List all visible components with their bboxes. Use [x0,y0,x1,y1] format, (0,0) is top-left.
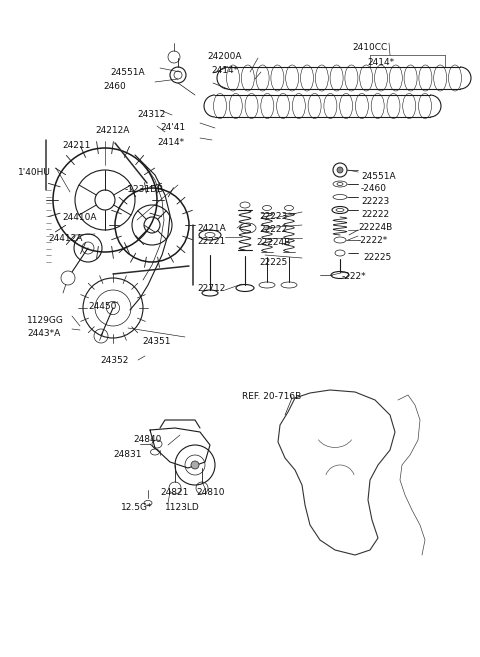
Text: 24200A: 24200A [207,52,241,61]
Text: 24352: 24352 [100,356,128,365]
Text: 22712: 22712 [197,284,226,293]
Circle shape [191,461,199,469]
Text: 22225: 22225 [363,253,391,262]
Text: 24351: 24351 [142,337,170,346]
Text: 22223: 22223 [259,212,287,221]
Text: 22222: 22222 [361,210,389,219]
Text: 22225: 22225 [259,258,287,267]
Text: 24412A: 24412A [48,234,83,243]
Text: 1123LD: 1123LD [165,503,200,512]
Text: 24831: 24831 [113,450,142,459]
Text: 24'41: 24'41 [160,123,185,132]
Text: 22224B: 22224B [358,223,392,232]
Text: 22221: 22221 [197,237,225,246]
Text: 2414*: 2414* [211,66,238,75]
Circle shape [61,271,75,285]
Text: 24551A: 24551A [361,172,396,181]
Text: 24551A: 24551A [110,68,144,77]
Text: 2460: 2460 [103,82,126,91]
Text: 1'40HU: 1'40HU [18,168,51,177]
Text: 24410A: 24410A [62,213,96,222]
Text: -222*: -222* [342,272,367,281]
Text: 24450: 24450 [88,302,116,311]
Text: 24211: 24211 [62,141,90,150]
Text: 22224B: 22224B [256,238,290,247]
Text: 2421A: 2421A [197,224,226,233]
Text: 2443*A: 2443*A [27,329,60,338]
Text: 2414*: 2414* [367,58,394,67]
Text: -2460: -2460 [361,184,387,193]
Text: -1231DB: -1231DB [125,185,164,194]
Text: -2222*: -2222* [358,236,388,245]
Text: 24212A: 24212A [95,126,130,135]
Text: 1129GG: 1129GG [27,316,64,325]
Text: 24312: 24312 [137,110,166,119]
Text: REF. 20-716B: REF. 20-716B [242,392,301,401]
Circle shape [337,167,343,173]
Text: 12.5G*: 12.5G* [121,503,153,512]
Text: 22223: 22223 [361,197,389,206]
Text: 24810: 24810 [196,488,225,497]
Text: 22222: 22222 [259,225,287,234]
Text: 2414*: 2414* [157,138,184,147]
Text: 2410CC: 2410CC [352,43,387,52]
Text: 24840: 24840 [133,435,161,444]
Text: 24821: 24821 [160,488,188,497]
